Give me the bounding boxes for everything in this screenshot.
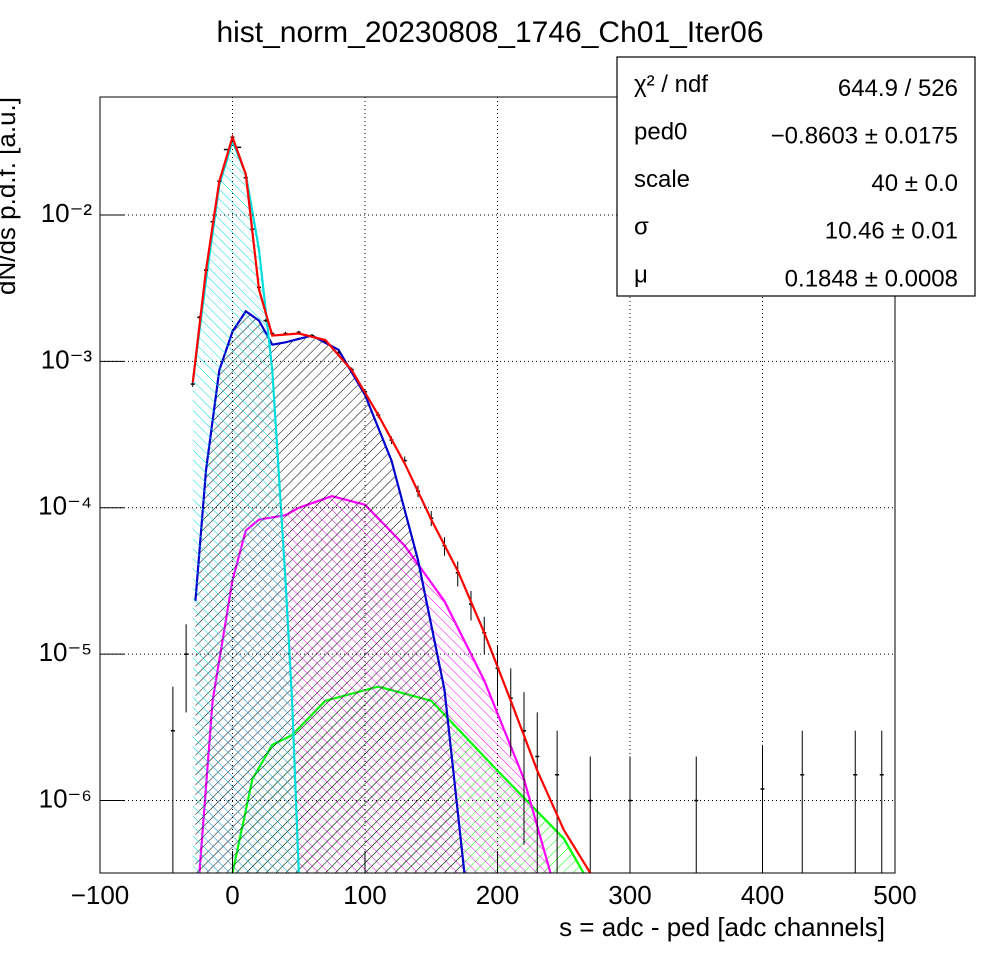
y-tick-label: 10⁻⁵: [39, 637, 92, 667]
stats-value: 40 ± 0.0: [871, 170, 958, 197]
chart-title: hist_norm_20230808_1746_Ch01_Iter06: [216, 16, 763, 49]
stats-label: σ: [634, 214, 649, 241]
x-tick-label: −100: [71, 880, 130, 910]
x-tick-label: 200: [476, 880, 519, 910]
stats-value: 644.9 / 526: [838, 75, 958, 102]
plot-area: [170, 133, 884, 873]
stats-label: χ² / ndf: [634, 71, 708, 98]
y-tick-label: 10⁻⁶: [39, 783, 92, 813]
stats-value: 10.46 ± 0.01: [825, 218, 958, 245]
stats-label: ped0: [634, 119, 687, 146]
stats-label: μ: [634, 261, 648, 288]
stats-value: −0.8603 ± 0.0175: [771, 123, 958, 150]
x-tick-label: 300: [608, 880, 651, 910]
x-axis-label: s = adc - ped [adc channels]: [559, 912, 885, 942]
axes: −100 0 100 200 300 400 500 10⁻⁶ 10⁻⁵ 10⁻⁴ 10⁻³ 10⁻²: [38, 97, 917, 910]
y-tick-label: 10⁻²: [41, 198, 93, 228]
plot-frame: [99, 96, 896, 874]
stats-label: scale: [634, 166, 690, 193]
x-tick-label: 500: [873, 880, 916, 910]
stats-value: 0.1848 ± 0.0008: [785, 265, 958, 292]
y-axis-label: dN/ds p.d.f. [a.u.]: [0, 97, 21, 295]
x-tick-label: 0: [225, 880, 239, 910]
stats-frame: [616, 56, 976, 297]
stats-box: χ² / ndf 644.9 / 526 ped0 −0.8603 ± 0.0175 s…: [616, 56, 976, 297]
y-tick-label: 10⁻³: [41, 344, 93, 374]
curve-area: [192, 141, 299, 873]
y-tick-label: 10⁻⁴: [38, 491, 92, 521]
x-tick-label: 100: [343, 880, 386, 910]
x-tick-label: 400: [741, 880, 784, 910]
